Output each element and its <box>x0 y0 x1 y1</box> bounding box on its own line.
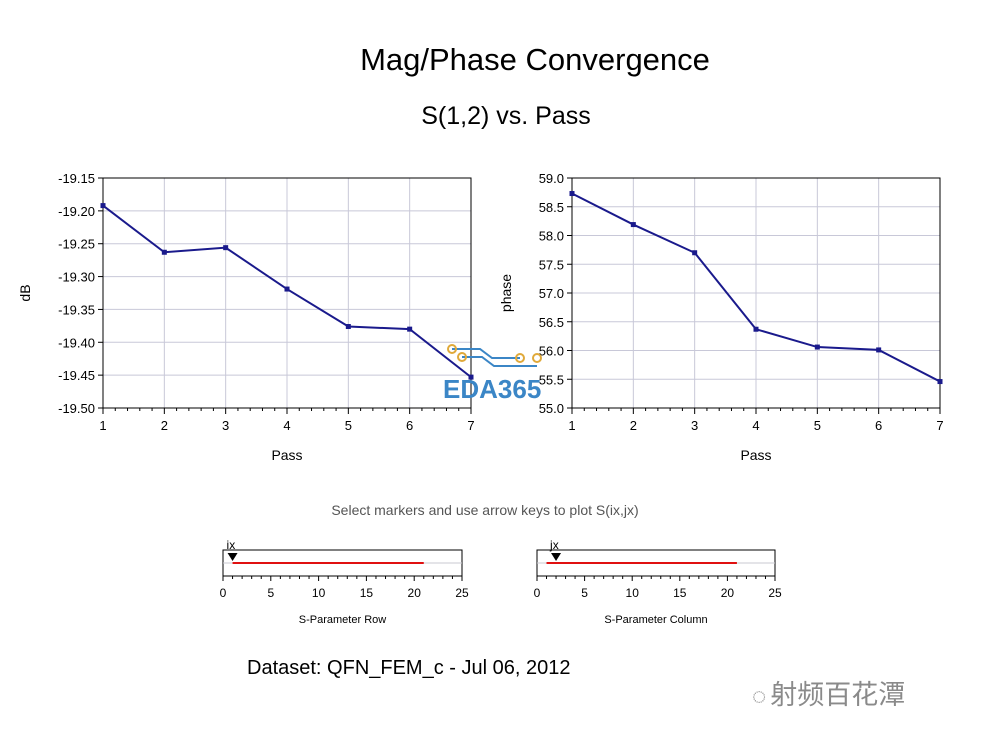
slider-tick-label: 0 <box>534 586 541 600</box>
slider-tick-label: 15 <box>673 586 687 600</box>
mag-ytick-label: -19.50 <box>58 401 95 416</box>
mag-data-point <box>223 245 229 251</box>
mag-xtick-label: 6 <box>406 418 413 433</box>
mag-xtick-label: 5 <box>345 418 352 433</box>
mag-data-point <box>161 249 167 255</box>
phase-plot[interactable]: 1 2 3 4 5 6 7 59.0 58.5 58.0 57.5 57.0 56.5 56.0 55.5 5… <box>498 171 944 463</box>
chart-subtitle: S(1,2) vs. Pass <box>421 102 591 130</box>
mag-xtick-label: 4 <box>283 418 290 433</box>
row-slider[interactable]: ix 0 5 10 15 20 25 S-Parameter Row <box>220 538 469 626</box>
slider-tick-label: 10 <box>312 586 326 600</box>
mag-ytick-label: -19.40 <box>58 335 95 350</box>
phase-ytick-label: 58.0 <box>539 229 564 244</box>
slider-tick-label: 25 <box>768 586 782 600</box>
phase-ytick-label: 57.0 <box>539 286 564 301</box>
phase-xtick-label: 5 <box>814 418 821 433</box>
mag-xtick-label: 2 <box>161 418 168 433</box>
mag-ytick-label: -19.30 <box>58 270 95 285</box>
mag-ytick-label: -19.25 <box>58 237 95 252</box>
phase-data-point <box>753 326 759 332</box>
phase-data-point <box>630 222 636 228</box>
slider-marker-triangle <box>551 553 562 561</box>
slider-tick-label: 5 <box>581 586 588 600</box>
slider-tick-label: 5 <box>267 586 274 600</box>
mag-data-point <box>284 286 290 292</box>
phase-xtick-label: 7 <box>936 418 943 433</box>
eda365-logo: EDA365 <box>443 344 542 404</box>
mag-data-point <box>407 326 413 332</box>
slider-marker-label: jx <box>549 538 559 552</box>
mag-ytick-label: -19.15 <box>58 171 95 186</box>
page-title: Mag/Phase Convergence <box>360 42 710 77</box>
slider-tick-label: 25 <box>455 586 469 600</box>
mag-ytick-label: -19.20 <box>58 204 95 219</box>
phase-xtick-label: 2 <box>630 418 637 433</box>
slider-marker-label: ix <box>227 538 236 552</box>
slider-marker-triangle <box>227 553 238 561</box>
watermark-text: 射频百花潭 <box>770 680 906 710</box>
mag-xtick-label: 3 <box>222 418 229 433</box>
mag-data-point <box>100 203 106 209</box>
phase-ytick-label: 56.0 <box>539 344 564 359</box>
slider-title: S-Parameter Column <box>604 614 707 626</box>
phase-xtick-label: 6 <box>875 418 882 433</box>
phase-data-point <box>692 250 698 256</box>
instruction-text: Select markers and use arrow keys to plo… <box>331 502 639 518</box>
slider-tick-label: 0 <box>220 586 227 600</box>
phase-plot-frame <box>571 177 941 409</box>
slider-tick-label: 10 <box>626 586 640 600</box>
wechat-icon: ◌ <box>752 683 767 710</box>
dataset-label: Dataset: QFN_FEM_c - Jul 06, 2012 <box>247 657 571 679</box>
phase-ytick-label: 58.5 <box>539 200 564 215</box>
watermark: ◌ 射频百花潭 <box>752 673 905 712</box>
slider-tick-label: 20 <box>408 586 422 600</box>
phase-ytick-label: 59.0 <box>539 171 564 186</box>
phase-y-axis-title: phase <box>498 274 514 312</box>
phase-data-point <box>937 379 943 385</box>
logo-text: EDA365 <box>443 374 541 404</box>
slider-title: S-Parameter Row <box>299 614 386 626</box>
slider-tick-label: 15 <box>360 586 374 600</box>
phase-xtick-label: 4 <box>752 418 759 433</box>
magnitude-plot[interactable]: 1 2 3 4 5 6 7 -19.15 -19.20 -19.25 -19.30 -19.35 -19… <box>17 171 475 463</box>
phase-xtick-label: 1 <box>568 418 575 433</box>
phase-xtick-label: 3 <box>691 418 698 433</box>
phase-x-axis-title: Pass <box>740 447 771 463</box>
mag-ytick-label: -19.45 <box>58 368 95 383</box>
mag-xtick-label: 1 <box>99 418 106 433</box>
mag-ytick-label: -19.35 <box>58 302 95 317</box>
phase-ytick-label: 55.5 <box>539 372 564 387</box>
column-slider[interactable]: jx 0 5 10 15 20 25 S-Parameter Column <box>534 538 782 626</box>
mag-x-axis-title: Pass <box>271 447 302 463</box>
phase-data-point <box>569 191 575 197</box>
phase-ytick-label: 55.0 <box>539 401 564 416</box>
slider-tick-label: 20 <box>721 586 735 600</box>
phase-ytick-label: 56.5 <box>539 315 564 330</box>
mag-data-point <box>345 324 351 330</box>
mag-y-axis-title: dB <box>17 284 33 301</box>
phase-data-point <box>814 344 820 350</box>
mag-data-point <box>468 374 474 380</box>
mag-plot-frame <box>102 177 472 409</box>
phase-data-point <box>876 347 882 353</box>
phase-ytick-label: 57.5 <box>539 257 564 272</box>
mag-xtick-label: 7 <box>467 418 474 433</box>
